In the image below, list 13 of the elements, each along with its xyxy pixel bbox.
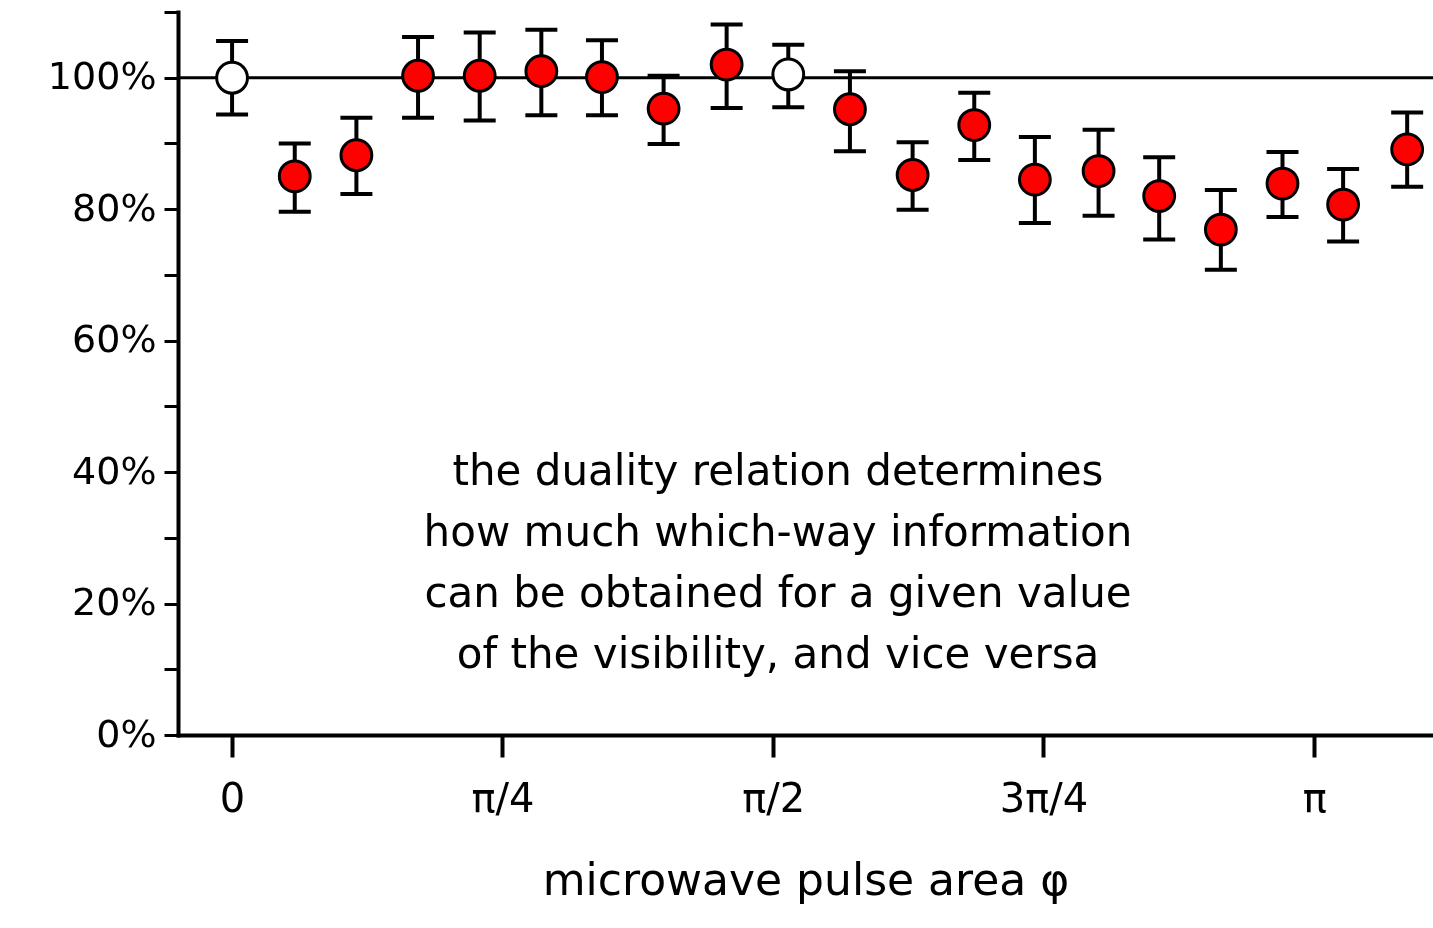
- x-tick-label: π/2: [742, 774, 806, 821]
- y-tick-label: 60%: [72, 317, 157, 362]
- annotation: the duality relation determines how much which-way information can be obtained for a given value of the visibility, and vice versa: [423, 446, 1133, 678]
- y-tick-label: 0%: [96, 711, 157, 756]
- y-tick-label: 20%: [72, 580, 157, 625]
- x-tick-label: 0: [219, 774, 246, 821]
- y-tick-label: 80%: [72, 185, 157, 230]
- x-tick-label: π/4: [471, 774, 535, 821]
- y-tick-label: 40%: [72, 448, 157, 493]
- y-tick-label: 100%: [47, 54, 157, 99]
- x-tick-label: π: [1302, 774, 1327, 821]
- x-tick-label: 3π/4: [999, 774, 1089, 821]
- x-axis-title: microwave pulse area φ: [542, 853, 1070, 905]
